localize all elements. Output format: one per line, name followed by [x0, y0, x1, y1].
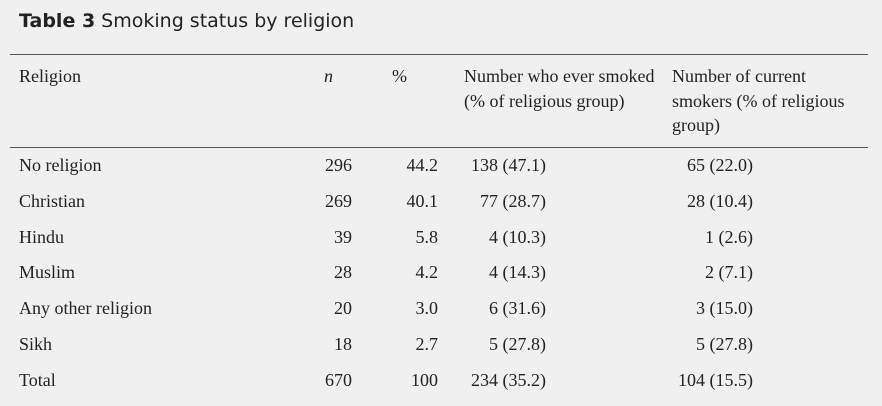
- table-cell: Any other religion: [19, 298, 152, 319]
- table-cell: Muslim: [19, 262, 76, 283]
- table-cell: Sikh: [19, 334, 53, 354]
- table-cell: 3 (15.0): [696, 298, 753, 319]
- table-cell: Christian: [19, 190, 85, 211]
- table-cell: 4 (10.3): [489, 226, 546, 247]
- table-cell: 44.2: [406, 155, 439, 175]
- header-cell: Number who ever smoked (% of religious g…: [464, 66, 655, 111]
- table-cell: 18: [334, 334, 352, 354]
- table-cell: 40.1: [406, 190, 439, 211]
- table-cell: 296: [325, 155, 352, 175]
- table-cell: 5 (27.8): [696, 334, 753, 354]
- top-rule: [10, 54, 868, 55]
- table-cell: 39: [334, 226, 352, 247]
- table-cell: 138 (47.1): [471, 155, 546, 175]
- table-cell: 4.2: [415, 262, 439, 283]
- table-cell: 5.8: [415, 226, 439, 247]
- table-cell: 100: [411, 369, 438, 390]
- header-cell: n: [324, 66, 333, 86]
- header-cell: Number of current smokers (% of religiou…: [672, 66, 845, 135]
- table-cell: 2 (7.1): [705, 262, 753, 283]
- table-cell: 65 (22.0): [687, 155, 753, 175]
- table-cell: 5 (27.8): [489, 334, 546, 354]
- header-cell: %: [392, 66, 407, 86]
- table-cell: Total: [19, 369, 56, 390]
- table-cell: 6 (31.6): [489, 298, 546, 319]
- table-cell: 28: [334, 262, 352, 283]
- table-cell: 3.0: [415, 298, 439, 319]
- table-cell: 28 (10.4): [687, 190, 753, 211]
- table-cell: 104 (15.5): [678, 369, 753, 390]
- table-cell: No religion: [19, 155, 102, 175]
- table-cell: 670: [325, 369, 352, 390]
- table-cell: 269: [325, 190, 352, 211]
- table-cell: 20: [334, 298, 352, 319]
- table-title: Table 3 Smoking status by religion: [19, 10, 354, 32]
- table-cell: 4 (14.3): [489, 262, 546, 283]
- table-cell: 1 (2.6): [705, 226, 753, 247]
- table-label: Table 3: [19, 10, 96, 32]
- header-rule: [10, 147, 868, 148]
- table-cell: Hindu: [19, 226, 64, 247]
- table-cell: 77 (28.7): [480, 190, 546, 211]
- header-cell: Religion: [19, 66, 81, 86]
- table-caption: Smoking status by religion: [101, 10, 355, 32]
- table-cell: 2.7: [415, 334, 439, 354]
- table-cell: 234 (35.2): [471, 369, 546, 390]
